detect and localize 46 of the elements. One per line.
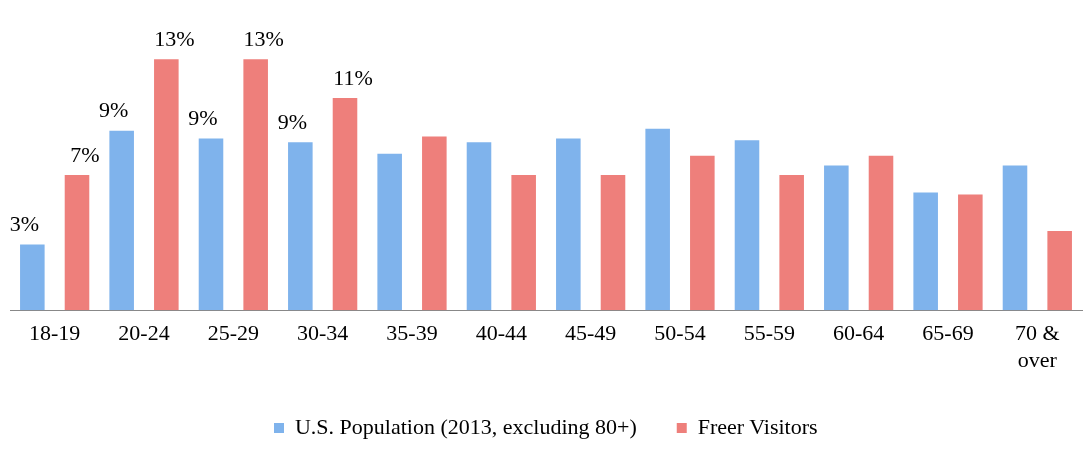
x-tick-label: 55-59 [743,320,795,346]
data-label: 7% [70,141,100,167]
x-tick-label: 25-29 [207,320,259,346]
legend-label: U.S. Population (2013, excluding 80+) [294,413,637,439]
bar [645,128,670,311]
x-tick-label: 65-69 [922,320,974,346]
bar [154,59,179,311]
bar [1002,165,1028,311]
bar [198,138,224,311]
bar [600,175,626,311]
bar [243,59,268,311]
bar [690,155,715,311]
bar [958,194,983,311]
bar [288,142,313,311]
bar [556,138,581,311]
x-tick-label: 30-34 [297,320,349,346]
bar [511,175,536,311]
x-tick-label: 20-24 [118,320,170,346]
bar [779,175,804,311]
bar [422,136,447,311]
bar [1047,231,1072,311]
bar [64,175,90,311]
x-tick-label: 35-39 [386,320,438,346]
bar [466,142,492,311]
data-label: 11% [333,64,373,90]
x-tick-label: 50-54 [654,320,706,346]
x-tick-label: 60-64 [833,320,885,346]
data-label: 13% [243,26,284,52]
data-label: 3% [9,211,39,237]
data-label: 13% [154,26,195,52]
x-tick-label: 45-49 [565,320,617,346]
legend-label: Freer Visitors [697,413,818,439]
bar [332,97,358,311]
bar [20,244,45,311]
x-tick-label: 18-19 [29,320,81,346]
data-label: 9% [277,109,307,135]
bar [868,155,894,311]
bar [377,153,402,311]
bar [734,140,760,311]
data-label: 9% [188,105,218,131]
bar [109,130,134,311]
x-tick-label: 40-44 [475,320,527,346]
bar [913,192,938,311]
x-tick-label: 70 & over [1015,320,1060,372]
data-label: 9% [99,97,129,123]
bar [824,165,849,311]
